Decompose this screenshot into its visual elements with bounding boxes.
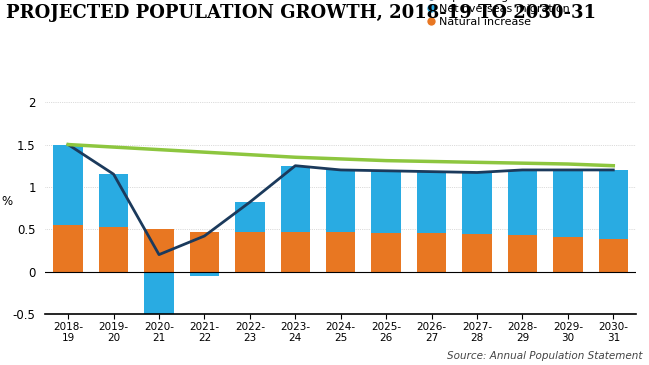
Bar <box>235 202 265 232</box>
Text: Source: Annual Population Statement: Source: Annual Population Statement <box>447 351 643 361</box>
Bar <box>235 232 265 272</box>
Bar <box>280 166 310 232</box>
Bar <box>508 170 537 235</box>
Bar <box>144 272 174 331</box>
Bar <box>99 174 129 227</box>
Bar <box>53 145 83 225</box>
Bar <box>280 232 310 272</box>
Bar <box>598 170 628 239</box>
Bar <box>190 272 219 276</box>
Bar <box>326 170 356 232</box>
Bar <box>417 172 447 234</box>
Bar <box>598 239 628 272</box>
Bar <box>462 173 492 234</box>
Bar <box>417 234 447 272</box>
Bar <box>508 235 537 272</box>
Bar <box>462 234 492 272</box>
Bar <box>190 232 219 272</box>
Bar <box>99 227 129 272</box>
Bar <box>553 237 583 272</box>
Legend: Population growth (Pre-COVID-19), Population growth, Net overseas migration, Nat: Population growth (Pre-COVID-19), Popula… <box>426 0 630 29</box>
Bar <box>326 232 356 272</box>
Bar <box>144 229 174 272</box>
Bar <box>53 225 83 272</box>
Bar <box>553 170 583 237</box>
Bar <box>371 171 401 233</box>
Bar <box>371 233 401 272</box>
Y-axis label: %: % <box>2 195 13 208</box>
Text: PROJECTED POPULATION GROWTH, 2018-19 TO 2030-31: PROJECTED POPULATION GROWTH, 2018-19 TO … <box>6 4 596 22</box>
